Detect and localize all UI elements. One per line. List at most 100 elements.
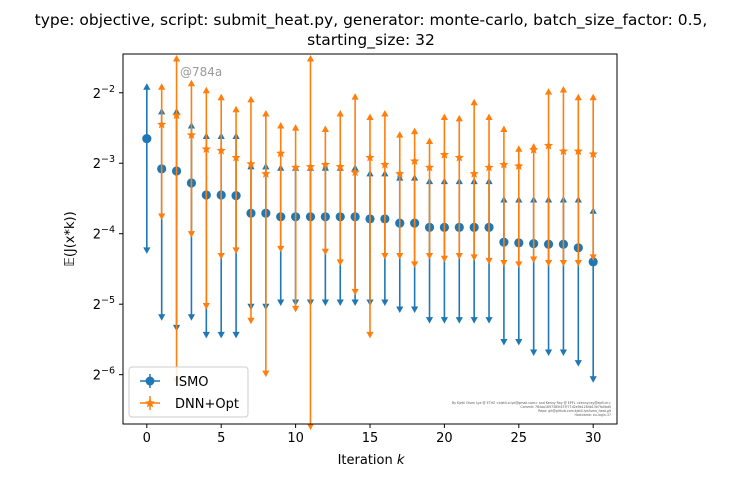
legend-frame xyxy=(128,366,249,418)
dnn-opt-point-15 xyxy=(365,152,375,162)
legend: ISMO DNN+Opt xyxy=(128,366,249,418)
dnn-opt-lower-cap-9 xyxy=(277,245,285,253)
dnn-opt-upper-cap-12 xyxy=(321,125,329,132)
x-axis-label-text: Iteration xyxy=(338,453,397,468)
dnn-opt-upper-cap-10 xyxy=(292,124,300,131)
dnn-opt-point-8 xyxy=(261,169,271,178)
ismo-lower-cap-16 xyxy=(381,299,389,306)
ismo-lower-cap-20 xyxy=(440,317,448,324)
dnn-opt-lower-cap-8 xyxy=(262,370,270,378)
dnn-opt-upper-cap-5 xyxy=(217,93,225,101)
footer-line-1: Commit: 784aa1697385f437f77d2e9b1284b13e… xyxy=(520,405,611,409)
dnn-opt-point-19 xyxy=(424,162,435,172)
x-tick-label-10: 10 xyxy=(287,431,304,446)
dnn-opt-point-1 xyxy=(157,119,167,129)
x-tick-label-25: 25 xyxy=(511,431,528,446)
ismo-lower-cap-28 xyxy=(559,349,568,357)
dnn-opt-point-23 xyxy=(484,162,494,172)
legend-ismo-marker xyxy=(145,376,155,386)
dnn-opt-lower-cap-23 xyxy=(485,257,493,265)
dnn-opt-lower-cap-22 xyxy=(470,254,478,261)
dnn-opt-lower-cap-24 xyxy=(500,260,508,267)
dnn-opt-upper-cap-16 xyxy=(381,109,389,117)
dnn-opt-upper-cap-21 xyxy=(455,114,463,122)
dnn-opt-upper-cap-23 xyxy=(485,113,493,121)
dnn-opt-point-2 xyxy=(172,110,182,120)
y-axis-label: 𝔼(J(x*k)) xyxy=(63,211,78,266)
dnn-opt-point-4 xyxy=(201,144,211,154)
dnn-opt-point-7 xyxy=(246,159,256,168)
dnn-opt-lower-cap-27 xyxy=(544,260,553,267)
y-tick-label-4: 2−6 xyxy=(93,366,115,384)
dnn-opt-lower-cap-14 xyxy=(351,288,359,296)
dnn-opt-upper-cap-18 xyxy=(411,127,419,135)
dnn-opt-upper-cap-13 xyxy=(336,109,344,117)
dnn-opt-lower-cap-6 xyxy=(232,247,240,254)
ismo-point-30 xyxy=(588,257,598,267)
dnn-opt-upper-cap-25 xyxy=(515,145,523,152)
dnn-opt-upper-cap-2 xyxy=(172,55,181,62)
dnn-opt-lower-cap-4 xyxy=(202,303,210,310)
y-tick-label-2: 2−4 xyxy=(93,225,115,243)
dnn-opt-upper-cap-24 xyxy=(500,125,508,132)
legend-entry-dnn-opt: DNN+Opt xyxy=(140,396,239,412)
ismo-lower-cap-21 xyxy=(455,317,463,324)
ismo-lower-cap-4 xyxy=(202,331,210,339)
ismo-lower-cap-30 xyxy=(589,376,597,383)
dnn-opt-point-20 xyxy=(439,149,449,159)
chart-title: type: objective, script: submit_heat.py,… xyxy=(35,11,708,30)
legend-entry-ismo: ISMO xyxy=(140,374,209,390)
dnn-opt-lower-cap-12 xyxy=(321,248,329,256)
dnn-opt-point-17 xyxy=(395,169,405,178)
legend-dnn-label: DNN+Opt xyxy=(175,397,239,412)
ismo-lower-cap-23 xyxy=(485,317,493,324)
footer-line-2: Repo: git@github.com:kjetil-lye/ismo_hea… xyxy=(538,409,612,413)
dnn-opt-upper-cap-14 xyxy=(351,93,359,100)
ismo-lower-cap-26 xyxy=(530,349,538,357)
watermark-text: @784a xyxy=(180,65,222,79)
dnn-opt-point-29 xyxy=(573,146,583,156)
ismo-lower-cap-22 xyxy=(470,317,478,324)
ismo-lower-cap-17 xyxy=(396,306,404,314)
dnn-opt-point-30 xyxy=(588,149,598,158)
dnn-opt-upper-cap-9 xyxy=(277,121,285,129)
x-tick-label-5: 5 xyxy=(217,431,225,446)
dnn-opt-lower-cap-15 xyxy=(366,331,374,339)
ismo-lower-cap-29 xyxy=(574,360,582,367)
dnn-opt-point-6 xyxy=(231,152,241,162)
y-tick-label-3: 2−5 xyxy=(93,295,115,313)
ismo-upper-cap-0 xyxy=(143,83,151,90)
ismo-lower-cap-5 xyxy=(217,331,225,339)
y-tick-label-0: 2−2 xyxy=(93,84,115,102)
dnn-opt-lower-cap-10 xyxy=(292,305,300,313)
dnn-opt-lower-cap-11 xyxy=(306,423,315,431)
footer-line-0: By Kjetil Olsen Lye @ ETHZ <kjetil.o.lye… xyxy=(452,401,611,405)
chart-title-line-2: starting_size: 32 xyxy=(307,31,435,50)
dnn-opt-point-25 xyxy=(514,161,524,170)
dnn-opt-point-10 xyxy=(291,162,301,172)
dnn-opt-lower-cap-29 xyxy=(574,260,582,267)
dnn-opt-upper-cap-28 xyxy=(559,86,568,93)
dnn-opt-lower-cap-3 xyxy=(187,231,196,238)
commit-footer: By Kjetil Olsen Lye @ ETHZ <kjetil.o.lye… xyxy=(452,401,612,417)
dnn-opt-point-9 xyxy=(276,148,286,158)
dnn-opt-lower-cap-5 xyxy=(217,252,225,260)
ismo-lower-cap-24 xyxy=(500,338,508,346)
y-tick-label-1: 2−3 xyxy=(93,154,115,172)
x-tick-label-30: 30 xyxy=(585,431,602,446)
ismo-lower-cap-25 xyxy=(515,338,523,346)
dnn-opt-point-21 xyxy=(454,152,464,162)
dnn-opt-lower-cap-17 xyxy=(396,252,404,260)
dnn-opt-point-18 xyxy=(410,156,420,166)
x-tick-label-0: 0 xyxy=(143,431,151,446)
dnn-opt-upper-cap-8 xyxy=(262,109,270,117)
x-axis-label: Iteration k xyxy=(338,453,405,468)
dnn-opt-upper-cap-15 xyxy=(366,113,374,121)
ismo-lower-cap-18 xyxy=(411,306,419,314)
dnn-opt-point-26 xyxy=(529,145,539,154)
plot-series-layer xyxy=(142,55,598,431)
dnn-opt-upper-cap-6 xyxy=(232,105,240,113)
dnn-opt-lower-cap-1 xyxy=(158,213,166,221)
dnn-opt-point-22 xyxy=(469,169,479,178)
